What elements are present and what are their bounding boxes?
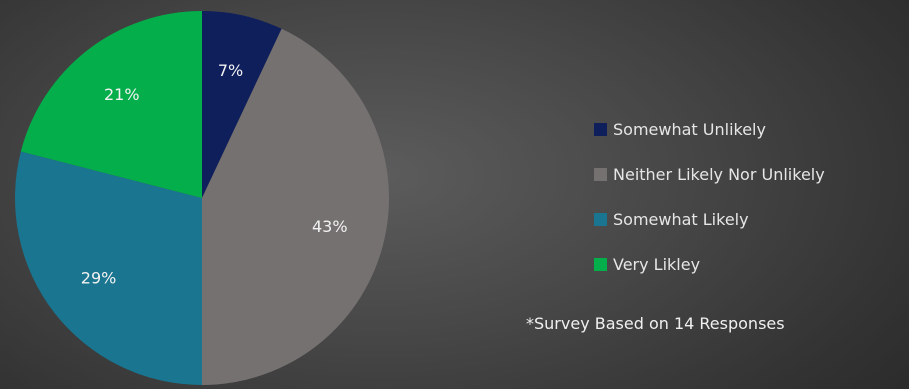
legend-item-somewhat-likely: Somewhat Likely (594, 208, 825, 230)
legend-item-very-likely: Very Likley (594, 253, 825, 275)
survey-footnote: *Survey Based on 14 Responses (526, 314, 785, 333)
legend: Somewhat Unlikely Neither Likely Nor Unl… (594, 118, 825, 298)
pie-slice-somewhat-unlikely (202, 11, 282, 198)
data-label-somewhat-likely: 29% (81, 269, 117, 288)
pie-slice-very-likley (20, 11, 202, 198)
legend-item-somewhat-unlikely: Somewhat Unlikely (594, 118, 825, 140)
legend-label-very-likely: Very Likley (613, 254, 701, 274)
legend-swatch-neither (594, 167, 607, 181)
pie-slice-neither-likely-nor-unlikely (202, 28, 389, 386)
legend-item-neither: Neither Likely Nor Unlikely (594, 163, 825, 185)
legend-label-neither: Neither Likely Nor Unlikely (613, 164, 825, 184)
legend-label-somewhat-unlikely: Somewhat Unlikely (613, 119, 766, 139)
data-label-neither-likely-nor-unlikely: 43% (312, 217, 348, 236)
legend-swatch-very-likely (594, 257, 607, 271)
data-label-somewhat-unlikely: 7% (218, 61, 243, 80)
legend-swatch-somewhat-likely (594, 212, 607, 226)
data-label-very-likley: 21% (104, 85, 140, 104)
legend-swatch-somewhat-unlikely (594, 122, 607, 136)
pie-slice-somewhat-likely (14, 151, 203, 385)
legend-label-somewhat-likely: Somewhat Likely (613, 209, 749, 229)
